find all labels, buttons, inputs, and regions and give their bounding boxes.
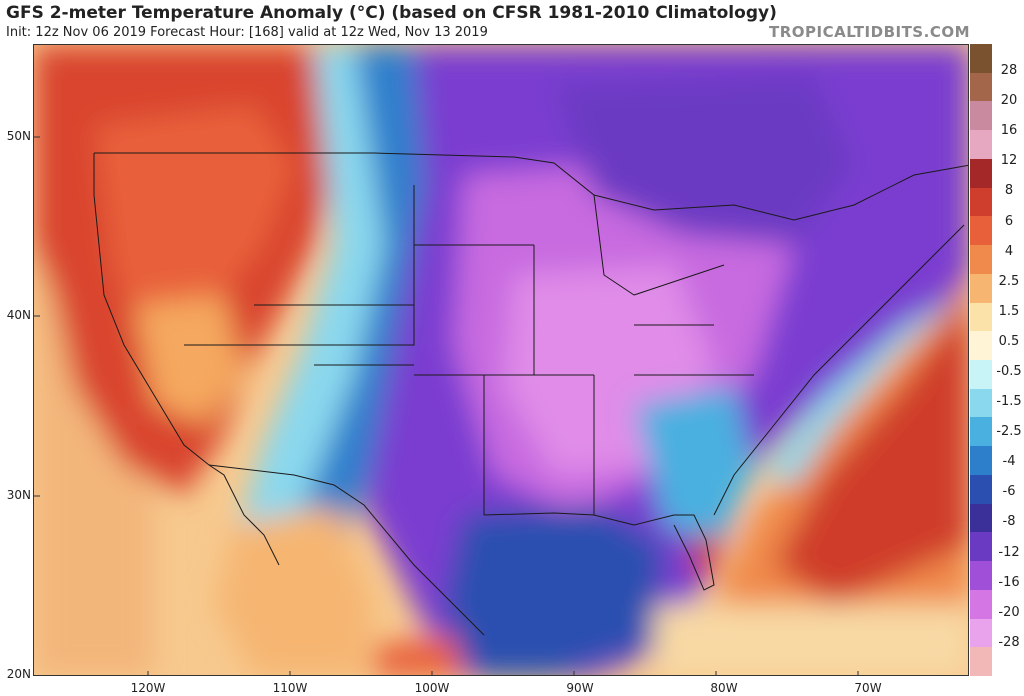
colorbar-swatch bbox=[970, 647, 992, 677]
colorbar-label: -16 bbox=[998, 574, 1020, 590]
colorbar-swatch bbox=[970, 561, 992, 591]
colorbar-swatch bbox=[970, 44, 992, 73]
colorbar-swatch bbox=[970, 388, 992, 418]
colorbar-label: -8 bbox=[1002, 514, 1016, 530]
colorbar-swatch bbox=[970, 474, 992, 504]
colorbar-label: -6 bbox=[1002, 484, 1016, 500]
colorbar-swatch bbox=[970, 360, 992, 389]
colorbar-label: 1.5 bbox=[998, 303, 1020, 319]
source-label: TROPICALTIDBITS.COM bbox=[769, 23, 970, 41]
colorbar-label: -0.5 bbox=[996, 364, 1022, 379]
lon-label-110w: 110W bbox=[272, 681, 308, 695]
colorbar-label: 0.5 bbox=[998, 333, 1020, 349]
colorbar-label: -20 bbox=[998, 604, 1020, 620]
colorbar-label: 16 bbox=[1000, 123, 1018, 139]
colorbar-swatch bbox=[970, 101, 992, 131]
colorbar-swatch bbox=[970, 417, 992, 447]
colorbar-label: 8 bbox=[1004, 183, 1014, 199]
lon-label-80w: 80W bbox=[710, 681, 738, 695]
map-svg bbox=[34, 45, 968, 675]
colorbar-swatch bbox=[970, 618, 992, 648]
colorbar-label: 12 bbox=[1000, 153, 1018, 169]
lat-label-50n: 50N bbox=[6, 129, 31, 143]
lon-label-100w: 100W bbox=[414, 681, 450, 695]
colorbar-label: 28 bbox=[1000, 63, 1018, 79]
lat-label-40n: 40N bbox=[6, 308, 31, 322]
colorbar-swatch bbox=[970, 187, 992, 217]
chart-subtitle: Init: 12z Nov 06 2019 Forecast Hour: [16… bbox=[6, 25, 488, 40]
colorbar-label: -1.5 bbox=[996, 394, 1022, 410]
colorbar-swatch bbox=[970, 532, 992, 562]
lon-label-120w: 120W bbox=[130, 681, 166, 695]
colorbar-swatch bbox=[970, 503, 992, 533]
colorbar-swatch bbox=[970, 245, 992, 275]
colorbar-swatch bbox=[970, 331, 992, 361]
lat-label-20n: 20N bbox=[6, 667, 31, 681]
colorbar-swatch bbox=[970, 446, 992, 476]
colorbar-swatch bbox=[970, 589, 992, 619]
anomaly-field bbox=[34, 45, 968, 675]
colorbar-label: -4 bbox=[1002, 454, 1016, 470]
colorbar-label: -28 bbox=[998, 634, 1020, 650]
lon-label-90w: 90W bbox=[566, 681, 594, 695]
colorbar-swatch bbox=[970, 130, 992, 160]
colorbar-label: 4 bbox=[1004, 243, 1014, 259]
chart-title: GFS 2-meter Temperature Anomaly (°C) (ba… bbox=[6, 3, 777, 23]
colorbar-label: 20 bbox=[1000, 93, 1018, 109]
colorbar-swatch bbox=[970, 302, 992, 332]
colorbar-swatch bbox=[970, 72, 992, 102]
lat-label-30n: 30N bbox=[6, 488, 31, 502]
colorbar-label: 2.5 bbox=[998, 273, 1020, 289]
colorbar-swatch bbox=[970, 216, 992, 246]
colorbar-swatch bbox=[970, 158, 992, 188]
colorbar-label: -2.5 bbox=[996, 424, 1022, 440]
colorbar-label: -12 bbox=[998, 544, 1020, 560]
temperature-anomaly-map bbox=[33, 44, 969, 676]
colorbar-label: 6 bbox=[1004, 213, 1014, 229]
colorbar-legend: 28 20 16 12 8 6 4 2.5 1.5 0.5 -0.5 -1.5 -2.5 -4 -6 -8 -1… bbox=[970, 44, 1024, 677]
lon-label-70w: 70W bbox=[854, 681, 882, 695]
graticule-ticks bbox=[34, 136, 859, 675]
colorbar-swatch bbox=[970, 273, 992, 303]
boundaries bbox=[93, 152, 968, 636]
